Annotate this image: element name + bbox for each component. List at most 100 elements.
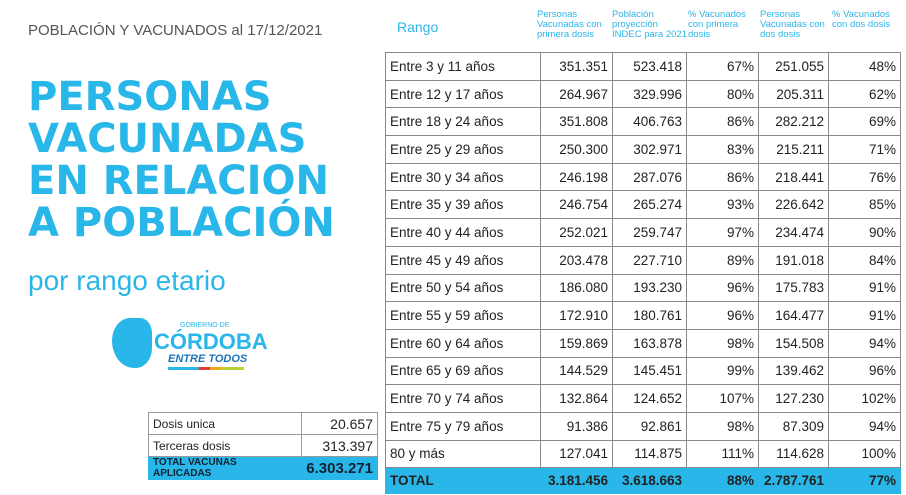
logo-text: CÓRDOBA <box>154 329 268 354</box>
table-cell: 246.754 <box>540 190 613 220</box>
table-cell: 71% <box>828 135 901 164</box>
table-row: Entre 30 y 34 años 246.198 287.076 86% 218.4… <box>385 162 901 192</box>
cordoba-logo: GOBIERNO DE CÓRDOBA ENTRE TODOS <box>112 316 268 376</box>
table-cell: 164.477 <box>758 301 829 330</box>
table-cell: 523.418 <box>612 52 687 81</box>
table-cell: 193.230 <box>612 273 687 303</box>
logo-text: ENTRE TODOS <box>168 353 248 365</box>
table-row: Entre 35 y 39 años 246.754 265.274 93% 226.6… <box>385 190 901 220</box>
table-cell: 91% <box>828 301 901 330</box>
table-cell: 114.875 <box>612 439 687 469</box>
table-row: Entre 50 y 54 años 186.080 193.230 96% 175.7… <box>385 273 901 303</box>
vaccination-table: Entre 3 y 11 años 351.351 523.418 67% 251.05… <box>385 52 901 495</box>
table-cell: 69% <box>828 107 901 137</box>
table-row: Entre 40 y 44 años 252.021 259.747 97% 234.4… <box>385 218 901 247</box>
headline-line: VACUNADAS <box>28 116 307 162</box>
table-cell: Entre 55 y 59 años <box>385 301 541 330</box>
summary-label: TOTAL VACUNAS APLICADAS <box>147 456 303 480</box>
table-cell: 154.508 <box>758 328 829 358</box>
table-cell: 93% <box>686 190 759 220</box>
column-header: Personas Vacunadas con dos dosis <box>760 9 825 40</box>
table-cell: 3.618.663 <box>612 467 687 495</box>
headline-line: A POBLACIÓN <box>28 200 335 246</box>
table-cell: 259.747 <box>612 218 687 247</box>
headline-line: PERSONAS <box>28 74 272 120</box>
table-cell: 96% <box>686 301 759 330</box>
table-row: Entre 18 y 24 años 351.808 406.763 86% 282.2… <box>385 107 901 137</box>
table-cell: Entre 30 y 34 años <box>385 162 541 192</box>
table-cell: 92.861 <box>612 411 687 441</box>
report-date-title: POBLACIÓN Y VACUNADOS al 17/12/2021 <box>28 22 323 39</box>
table-cell: 100% <box>828 439 901 469</box>
table-cell: 85% <box>828 190 901 220</box>
column-header: % Vacunados con primera dosis <box>688 9 746 40</box>
table-cell: 406.763 <box>612 107 687 137</box>
column-header: Rango <box>397 19 439 35</box>
table-row: Entre 25 y 29 años 250.300 302.971 83% 215.2… <box>385 135 901 164</box>
table-cell: 234.474 <box>758 218 829 247</box>
summary-label: Dosis unica <box>147 412 303 435</box>
table-cell: 84% <box>828 245 901 275</box>
table-cell: 124.652 <box>612 384 687 413</box>
table-row: Dosis unica 20.657 <box>147 412 378 435</box>
table-row-total: TOTAL 3.181.456 3.618.663 88% 2.787.761 77% <box>385 467 901 495</box>
table-cell: 265.274 <box>612 190 687 220</box>
table-cell: 88% <box>686 467 759 495</box>
table-cell: Entre 45 y 49 años <box>385 245 541 275</box>
table-row: Entre 3 y 11 años 351.351 523.418 67% 251.05… <box>385 52 901 81</box>
table-cell: 226.642 <box>758 190 829 220</box>
table-cell: 246.198 <box>540 162 613 192</box>
table-cell: 114.628 <box>758 439 829 469</box>
table-cell: 132.864 <box>540 384 613 413</box>
table-cell: 90% <box>828 218 901 247</box>
table-cell: 203.478 <box>540 245 613 275</box>
table-cell: Entre 40 y 44 años <box>385 218 541 247</box>
summary-value: 6.303.271 <box>301 456 378 480</box>
table-cell: 99% <box>686 356 759 386</box>
table-row: Entre 65 y 69 años 144.529 145.451 99% 139.4… <box>385 356 901 386</box>
table-cell: 127.230 <box>758 384 829 413</box>
table-row: Entre 45 y 49 años 203.478 227.710 89% 191.0… <box>385 245 901 275</box>
table-cell: 94% <box>828 411 901 441</box>
logo-color-bar <box>168 367 244 370</box>
table-cell: 3.181.456 <box>540 467 613 495</box>
table-cell: Entre 3 y 11 años <box>385 52 541 81</box>
table-cell: 111% <box>686 439 759 469</box>
table-cell: 80 y más <box>385 439 541 469</box>
table-cell: 227.710 <box>612 245 687 275</box>
table-cell: 89% <box>686 245 759 275</box>
table-cell: 107% <box>686 384 759 413</box>
table-row: Terceras dosis 313.397 <box>147 434 378 457</box>
table-cell: Entre 75 y 79 años <box>385 411 541 441</box>
summary-value: 313.397 <box>301 434 378 457</box>
table-cell: 287.076 <box>612 162 687 192</box>
table-cell: Entre 50 y 54 años <box>385 273 541 303</box>
table-cell: 180.761 <box>612 301 687 330</box>
table-row-total: TOTAL VACUNAS APLICADAS 6.303.271 <box>147 456 378 480</box>
table-cell: 86% <box>686 162 759 192</box>
table-cell: 218.441 <box>758 162 829 192</box>
summary-label: Terceras dosis <box>147 434 303 457</box>
table-cell: Entre 12 y 17 años <box>385 79 541 109</box>
table-cell: 96% <box>686 273 759 303</box>
table-cell: 282.212 <box>758 107 829 137</box>
headline: PERSONAS VACUNADAS EN RELACION A POBLACI… <box>28 76 335 244</box>
table-cell: 86% <box>686 107 759 137</box>
table-cell: Entre 25 y 29 años <box>385 135 541 164</box>
table-cell: 351.808 <box>540 107 613 137</box>
table-cell: 87.309 <box>758 411 829 441</box>
table-cell: TOTAL <box>385 467 541 495</box>
table-cell: 48% <box>828 52 901 81</box>
headline-line: EN RELACION <box>28 158 330 204</box>
table-cell: 159.869 <box>540 328 613 358</box>
table-cell: Entre 18 y 24 años <box>385 107 541 137</box>
table-cell: 302.971 <box>612 135 687 164</box>
column-header: Personas Vacunadas con primera dosis <box>537 9 602 40</box>
table-cell: 145.451 <box>612 356 687 386</box>
table-cell: 264.967 <box>540 79 613 109</box>
table-cell: 205.311 <box>758 79 829 109</box>
table-cell: 62% <box>828 79 901 109</box>
table-cell: 191.018 <box>758 245 829 275</box>
table-cell: 252.021 <box>540 218 613 247</box>
table-cell: Entre 70 y 74 años <box>385 384 541 413</box>
